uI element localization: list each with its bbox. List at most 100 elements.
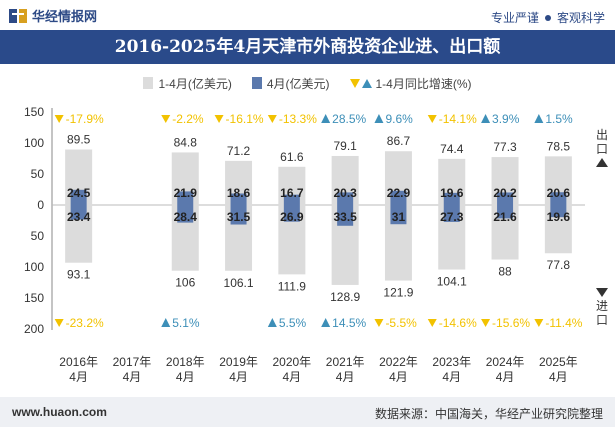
import-cumulative-label: 111.9 [278,279,307,293]
legend-label-cumulative: 1-4月(亿美元) [158,76,232,91]
import-growth-label: -14.6% [439,316,477,330]
legend-growth: 1-4月同比增速(%) [349,75,472,92]
export-cumulative-label: 89.5 [67,133,91,147]
import-cumulative-label: 128.9 [330,290,360,304]
y-tick-label: 50 [31,229,45,243]
import-growth-down-icon [374,319,384,327]
export-monthly-bar [390,190,407,205]
up-arrow-icon [596,158,608,167]
export-growth-label: 3.9% [492,112,520,126]
import-growth-label: 5.1% [172,316,200,330]
export-monthly-bar [497,192,514,205]
import-label: 进口 [595,299,608,327]
brand-name: 华经情报网 [32,9,98,24]
import-growth-down-icon [54,319,64,327]
x-tick-label: 2022年 4月 [379,355,418,384]
import-cumulative-label: 121.9 [383,286,413,300]
export-cumulative-label: 74.4 [440,142,464,156]
export-cumulative-label: 71.2 [227,144,251,158]
export-monthly-label: 20.6 [547,186,571,200]
legend-monthly: 4月(亿美元) [251,75,330,92]
import-monthly-label: 31.5 [227,210,251,224]
x-tick-label: 2021年 4月 [326,355,365,384]
import-growth-up-icon [321,318,331,327]
import-growth-down-icon [481,319,491,327]
import-growth-up-icon [161,318,171,327]
y-tick-label: 150 [24,105,44,119]
import-monthly-label: 27.3 [440,210,464,224]
import-monthly-bar [70,205,87,220]
import-cumulative-label: 88 [498,265,512,279]
import-growth-label: -15.6% [492,316,530,330]
export-growth-down-icon [54,115,64,123]
export-monthly-label: 19.6 [440,186,464,200]
import-monthly-label: 33.5 [333,210,357,224]
x-tick-label: 2019年 4月 [219,355,258,384]
import-growth-label: -23.2% [66,316,104,330]
export-monthly-bar [283,194,300,205]
slogan-right: 客观科学 [556,11,605,25]
export-monthly-bar [443,192,460,205]
import-growth-up-icon [267,318,277,327]
export-monthly-label: 20.2 [493,186,517,200]
import-growth-label: -11.4% [545,316,582,330]
x-tick-label: 2016年 4月 [59,355,98,384]
export-growth-down-icon [161,115,171,123]
export-growth-label: 9.6% [385,112,413,126]
import-monthly-label: 23.4 [67,210,91,224]
import-cumulative-label: 106.1 [224,276,254,290]
import-growth-label: 5.5% [279,316,307,330]
export-cumulative-label: 78.5 [547,139,571,153]
export-growth-up-icon [321,114,331,123]
import-cumulative-label: 106 [175,276,195,290]
export-monthly-bar [177,191,194,205]
export-cumulative-label: 84.8 [174,135,198,149]
export-monthly-bar [230,193,247,205]
import-monthly-bar [443,205,460,222]
down-arrow-icon [596,288,608,297]
top-bar: 华经情报网 专业严谨 客观科学 [0,0,615,30]
import-growth-label: -5.5% [385,316,417,330]
x-tick-label: 2025年 4月 [539,355,578,384]
export-growth-up-icon [534,114,544,123]
import-monthly-label: 26.9 [280,210,304,224]
export-monthly-label: 16.7 [280,186,304,200]
export-growth-label: -16.1% [226,112,264,126]
slogan-left: 专业严谨 [490,11,539,25]
legend-label-monthly: 4月(亿美元) [266,76,330,91]
y-tick-label: 0 [37,198,44,212]
export-growth-label: -14.1% [439,112,477,126]
logo-icon [9,8,27,23]
import-monthly-bar [283,205,300,222]
legend-swatch-cumulative [143,77,154,89]
import-cumulative-label: 93.1 [67,268,91,282]
import-monthly-label: 21.6 [493,210,517,224]
import-cumulative-label: 77.8 [547,258,571,272]
import-growth-down-icon [427,319,437,327]
export-cumulative-label: 86.7 [387,134,411,148]
y-tick-label: 100 [24,136,44,150]
export-monthly-bar [70,189,87,205]
footer-source: 数据来源：中国海关，华经产业研究院整理 [374,407,603,421]
export-growth-up-icon [481,114,491,123]
import-monthly-label: 19.6 [547,210,571,224]
import-growth-label: 14.5% [332,316,366,330]
export-side-label: 出口 [595,128,609,167]
slogan: 专业严谨 客观科学 [491,9,605,26]
export-monthly-bar [337,192,354,205]
x-tick-label: 2023年 4月 [432,355,471,384]
y-tick-label: 200 [24,322,44,336]
export-monthly-label: 18.6 [227,186,251,200]
export-growth-label: 28.5% [332,112,366,126]
footer: www.huaon.com 数据来源：中国海关，华经产业研究院整理 [0,397,615,427]
legend-label-growth: 1-4月同比增速(%) [375,76,472,91]
legend: 1-4月(亿美元) 4月(亿美元) 1-4月同比增速(%) [0,72,615,94]
up-triangle-icon [361,78,372,88]
export-cumulative-label: 79.1 [333,139,357,153]
export-monthly-label: 24.5 [67,186,91,200]
y-tick-label: 50 [31,167,45,181]
import-monthly-bar [177,205,194,223]
export-growth-label: -13.3% [279,112,317,126]
chart-title: 2016-2025年4月天津市外商投资企业进、出口额 [114,37,501,57]
